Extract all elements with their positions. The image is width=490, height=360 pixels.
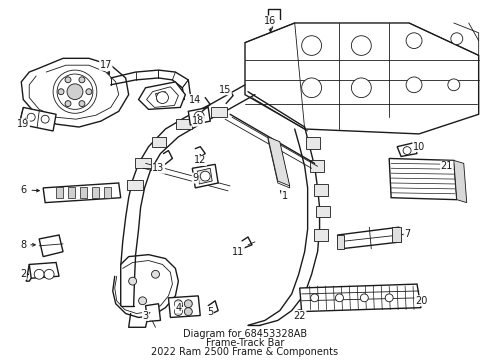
Circle shape [200, 171, 210, 181]
Polygon shape [147, 87, 178, 107]
Circle shape [139, 297, 147, 305]
Polygon shape [127, 180, 143, 190]
Polygon shape [197, 168, 212, 184]
Polygon shape [151, 137, 167, 147]
Text: 19: 19 [17, 119, 29, 129]
Text: 7: 7 [404, 229, 410, 239]
Circle shape [79, 101, 85, 107]
Polygon shape [314, 229, 327, 241]
Polygon shape [29, 262, 59, 278]
Polygon shape [316, 206, 329, 217]
Circle shape [86, 89, 92, 95]
Circle shape [336, 294, 343, 302]
Circle shape [44, 269, 54, 279]
Circle shape [360, 294, 368, 302]
Text: 17: 17 [99, 60, 112, 70]
Circle shape [295, 310, 304, 318]
Circle shape [302, 78, 321, 98]
Text: 22: 22 [294, 311, 306, 320]
Polygon shape [188, 107, 210, 125]
Text: 13: 13 [152, 163, 165, 173]
Circle shape [351, 36, 371, 55]
Polygon shape [245, 23, 479, 134]
Polygon shape [39, 235, 63, 257]
Circle shape [406, 33, 422, 49]
Polygon shape [146, 304, 161, 321]
Circle shape [156, 92, 169, 103]
Circle shape [34, 269, 44, 279]
Circle shape [403, 147, 411, 154]
Circle shape [451, 33, 463, 45]
Text: 16: 16 [264, 16, 276, 26]
Circle shape [151, 270, 159, 278]
Circle shape [195, 111, 204, 121]
Text: 10: 10 [413, 142, 425, 152]
Text: 14: 14 [189, 95, 201, 104]
Text: 2022 Ram 2500 Frame & Components: 2022 Ram 2500 Frame & Components [151, 347, 339, 357]
Polygon shape [392, 227, 401, 242]
Text: 3: 3 [143, 311, 148, 320]
Text: 2: 2 [20, 269, 26, 279]
Polygon shape [454, 161, 467, 203]
Polygon shape [155, 92, 168, 102]
Circle shape [57, 74, 93, 109]
Circle shape [65, 101, 71, 107]
Circle shape [311, 294, 319, 302]
Circle shape [41, 115, 49, 123]
Polygon shape [139, 82, 185, 109]
Text: 6: 6 [20, 185, 26, 195]
Circle shape [385, 294, 393, 302]
Circle shape [406, 77, 422, 93]
Polygon shape [192, 164, 218, 188]
Circle shape [174, 300, 182, 308]
Polygon shape [43, 183, 121, 203]
Circle shape [302, 36, 321, 55]
Text: 8: 8 [20, 240, 26, 250]
Polygon shape [338, 235, 344, 249]
Polygon shape [176, 119, 192, 129]
Polygon shape [338, 227, 401, 249]
Circle shape [58, 89, 64, 95]
Text: 12: 12 [194, 156, 206, 165]
Polygon shape [135, 158, 150, 168]
Text: 9: 9 [192, 173, 198, 183]
Circle shape [65, 77, 71, 83]
Polygon shape [268, 137, 290, 186]
Polygon shape [56, 187, 63, 198]
Circle shape [184, 300, 192, 308]
Polygon shape [19, 107, 56, 131]
Polygon shape [104, 187, 111, 198]
Circle shape [351, 78, 371, 98]
Polygon shape [92, 187, 99, 198]
Text: 15: 15 [219, 85, 231, 95]
Circle shape [67, 84, 83, 100]
Polygon shape [169, 296, 200, 318]
Polygon shape [21, 58, 129, 127]
Circle shape [129, 277, 137, 285]
Text: 5: 5 [207, 307, 213, 316]
Text: 1: 1 [282, 191, 288, 201]
Text: 20: 20 [415, 296, 427, 306]
Polygon shape [68, 187, 75, 198]
Text: 4: 4 [175, 303, 181, 312]
Text: Diagram for 68453328AB: Diagram for 68453328AB [183, 329, 307, 339]
Circle shape [448, 79, 460, 91]
Polygon shape [80, 187, 87, 198]
Polygon shape [211, 107, 227, 117]
Polygon shape [300, 284, 421, 311]
Polygon shape [306, 137, 319, 149]
Polygon shape [397, 143, 417, 157]
Text: 18: 18 [192, 116, 204, 126]
Circle shape [79, 77, 85, 83]
Polygon shape [314, 184, 327, 196]
Circle shape [53, 70, 97, 113]
Polygon shape [389, 158, 457, 200]
Circle shape [174, 308, 182, 315]
Text: Frame-Track Bar: Frame-Track Bar [206, 338, 284, 348]
Circle shape [184, 308, 192, 315]
Polygon shape [310, 161, 323, 172]
Text: 11: 11 [232, 247, 244, 257]
Circle shape [27, 113, 35, 121]
Text: 21: 21 [441, 161, 453, 171]
